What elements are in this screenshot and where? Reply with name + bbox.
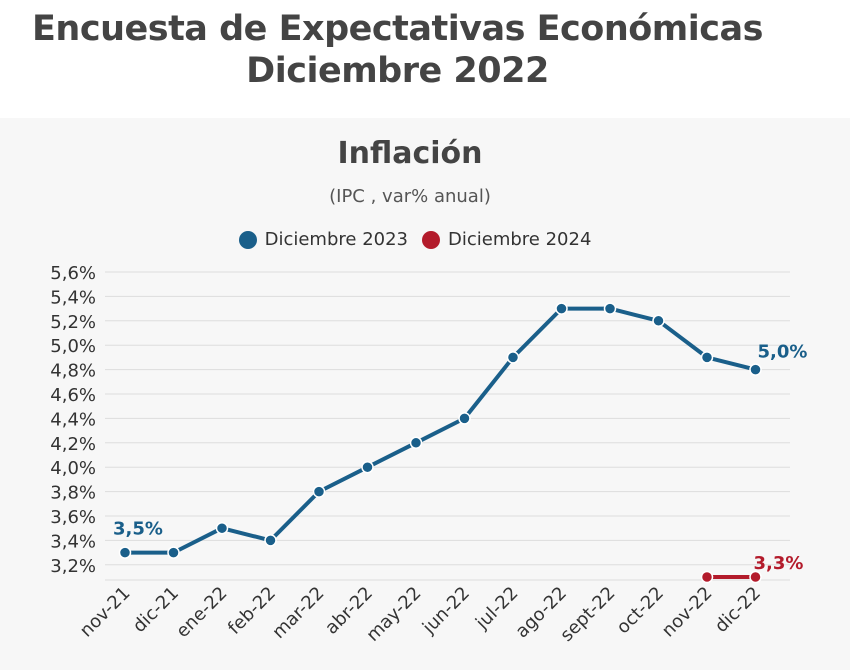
data-point-diciembre-2023 xyxy=(506,351,520,364)
x-tick-label: may-22 xyxy=(362,583,425,646)
data-point-diciembre-2023 xyxy=(215,521,229,535)
y-tick-label: 5,4% xyxy=(50,287,96,308)
y-tick-label: 4,4% xyxy=(50,409,96,430)
data-point-diciembre-2023 xyxy=(118,546,132,559)
data-point-diciembre-2023 xyxy=(312,485,326,498)
series-diciembre-2024: 3,3% xyxy=(700,553,804,584)
data-label-diciembre-2023: 5,0% xyxy=(758,342,808,363)
y-tick-label: 5,0% xyxy=(50,336,96,357)
x-tick-label: ene-22 xyxy=(172,583,231,642)
data-point-diciembre-2023 xyxy=(264,534,277,547)
y-tick-label: 5,2% xyxy=(50,312,96,333)
x-tick-label: nov-22 xyxy=(658,583,717,642)
data-label-diciembre-2024: 3,3% xyxy=(754,553,804,574)
header: Encuesta de Expectativas Económicas Dici… xyxy=(0,0,850,118)
data-point-diciembre-2023 xyxy=(652,314,665,328)
legend-label-diciembre-2024: Diciembre 2024 xyxy=(448,229,592,250)
y-tick-label: 3,4% xyxy=(50,531,96,552)
x-tick-label: sept-22 xyxy=(556,583,619,646)
legend-item-diciembre-2023: Diciembre 2023 xyxy=(238,229,408,250)
y-tick-label: 4,0% xyxy=(50,458,96,479)
y-tick-label: 3,8% xyxy=(50,483,96,504)
y-axis: 3,2% 3,4% 3,6% 3,8% 4,0% 4,2% 4,4% 4,6% 4,8% 5,0%… xyxy=(50,263,96,577)
chart-subtitle: (IPC , var% anual) xyxy=(329,186,491,207)
x-tick-label: dic-22 xyxy=(711,583,765,637)
y-tick-label: 3,6% xyxy=(50,507,96,528)
series-line-diciembre-2023 xyxy=(123,306,758,555)
x-axis: nov-21dic-21ene-22feb-22mar-22abr-22may-… xyxy=(76,583,765,646)
y-tick-label: 5,6% xyxy=(50,263,96,284)
y-tick-label: 4,6% xyxy=(50,385,96,406)
y-tick-label: 4,2% xyxy=(50,434,96,455)
data-point-diciembre-2023 xyxy=(555,302,568,315)
legend-item-diciembre-2024: Diciembre 2024 xyxy=(422,229,591,250)
chart-legend: Diciembre 2023 Diciembre 2024 xyxy=(0,229,830,250)
page-title: Encuesta de Expectativas Económicas Dici… xyxy=(0,8,795,92)
data-label-diciembre-2023: 3,5% xyxy=(113,519,163,540)
legend-marker-diciembre-2024 xyxy=(422,230,440,249)
x-tick-label: jun-22 xyxy=(418,583,474,639)
data-point-diciembre-2024 xyxy=(700,570,714,584)
data-point-diciembre-2023 xyxy=(409,436,423,450)
data-point-diciembre-2023 xyxy=(167,546,180,559)
legend-label-diciembre-2023: Diciembre 2023 xyxy=(264,229,408,250)
series-diciembre-2023: 3,5% 5,0% xyxy=(113,302,808,559)
grid-lines xyxy=(105,271,790,581)
data-point-diciembre-2023 xyxy=(700,351,714,364)
page-title-line-1: Encuesta de Expectativas Económicas xyxy=(32,9,763,49)
data-point-diciembre-2023 xyxy=(749,363,762,376)
legend-marker-diciembre-2023 xyxy=(238,230,257,249)
y-tick-label: 3,2% xyxy=(50,556,96,577)
data-point-diciembre-2023 xyxy=(361,460,374,474)
data-point-diciembre-2023 xyxy=(458,412,471,425)
page-title-line-2: Diciembre 2022 xyxy=(246,51,549,91)
y-tick-label: 4,8% xyxy=(50,361,96,382)
data-point-diciembre-2023 xyxy=(603,302,617,315)
x-tick-label: nov-21 xyxy=(76,583,135,642)
data-point-diciembre-2024 xyxy=(749,570,762,584)
x-tick-label: mar-22 xyxy=(268,583,328,643)
chart-title: Inflación xyxy=(337,136,483,171)
